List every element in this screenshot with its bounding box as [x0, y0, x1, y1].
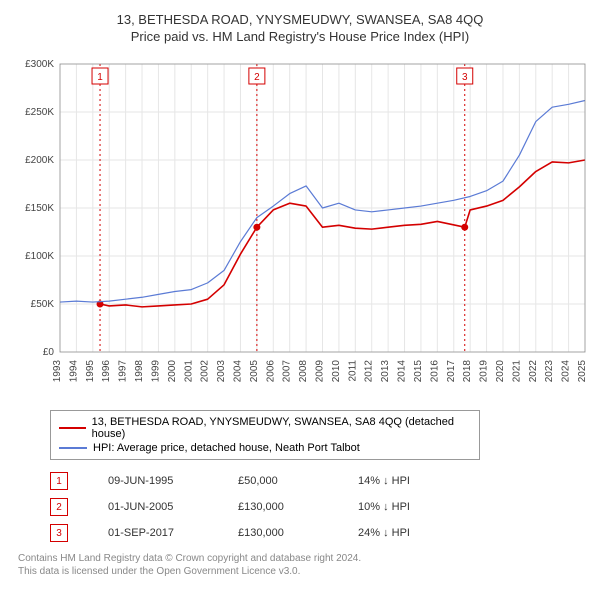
svg-text:1993: 1993: [52, 360, 63, 383]
svg-text:2005: 2005: [249, 360, 260, 383]
svg-text:1997: 1997: [118, 360, 129, 383]
legend-label: 13, BETHESDA ROAD, YNYSMEUDWY, SWANSEA, …: [92, 416, 471, 440]
svg-text:2002: 2002: [200, 360, 211, 383]
sale-markers-table: 1 09-JUN-1995 £50,000 14% ↓ HPI 2 01-JUN-2005…: [50, 468, 590, 546]
attribution-line: This data is licensed under the Open Gov…: [18, 565, 590, 578]
legend-item: 13, BETHESDA ROAD, YNYSMEUDWY, SWANSEA, …: [59, 415, 471, 441]
svg-text:£250K: £250K: [25, 107, 54, 118]
svg-text:1995: 1995: [85, 360, 96, 383]
svg-text:2012: 2012: [364, 360, 375, 383]
marker-price: £130,000: [238, 527, 318, 539]
svg-text:2020: 2020: [495, 360, 506, 383]
svg-text:2018: 2018: [462, 360, 473, 383]
svg-text:1: 1: [97, 72, 103, 83]
svg-text:1999: 1999: [150, 360, 161, 383]
svg-text:1996: 1996: [101, 360, 112, 383]
svg-text:£0: £0: [43, 347, 55, 358]
sale-marker-row: 3 01-SEP-2017 £130,000 24% ↓ HPI: [50, 520, 590, 546]
svg-text:2000: 2000: [167, 360, 178, 383]
svg-text:2023: 2023: [544, 360, 555, 383]
svg-text:2011: 2011: [347, 360, 358, 382]
page-title: 13, BETHESDA ROAD, YNYSMEUDWY, SWANSEA, …: [10, 12, 590, 27]
svg-text:3: 3: [462, 72, 468, 83]
sale-marker-row: 2 01-JUN-2005 £130,000 10% ↓ HPI: [50, 494, 590, 520]
sale-marker-row: 1 09-JUN-1995 £50,000 14% ↓ HPI: [50, 468, 590, 494]
svg-text:2014: 2014: [397, 360, 408, 383]
legend-item: HPI: Average price, detached house, Neat…: [59, 441, 471, 455]
svg-text:£100K: £100K: [25, 251, 54, 262]
marker-date: 01-SEP-2017: [108, 527, 198, 539]
svg-text:2: 2: [254, 72, 260, 83]
svg-text:£200K: £200K: [25, 155, 54, 166]
page-subtitle: Price paid vs. HM Land Registry's House …: [10, 29, 590, 44]
legend-swatch: [59, 447, 87, 449]
marker-badge: 1: [50, 472, 68, 490]
svg-text:2006: 2006: [265, 360, 276, 383]
marker-date: 01-JUN-2005: [108, 501, 198, 513]
marker-date: 09-JUN-1995: [108, 475, 198, 487]
svg-text:2007: 2007: [282, 360, 293, 383]
legend-label: HPI: Average price, detached house, Neat…: [93, 442, 360, 454]
marker-price: £130,000: [238, 501, 318, 513]
svg-text:2008: 2008: [298, 360, 309, 383]
svg-text:1994: 1994: [68, 360, 79, 383]
svg-text:2024: 2024: [561, 360, 572, 383]
svg-text:2003: 2003: [216, 360, 227, 383]
svg-text:2022: 2022: [528, 360, 539, 383]
svg-text:2009: 2009: [315, 360, 326, 383]
marker-price: £50,000: [238, 475, 318, 487]
svg-text:2021: 2021: [511, 360, 522, 383]
svg-text:2010: 2010: [331, 360, 342, 383]
marker-delta: 14% ↓ HPI: [358, 475, 448, 487]
svg-text:2001: 2001: [183, 360, 194, 383]
svg-text:2015: 2015: [413, 360, 424, 383]
svg-text:£50K: £50K: [31, 299, 55, 310]
svg-text:1998: 1998: [134, 360, 145, 383]
marker-delta: 24% ↓ HPI: [358, 527, 448, 539]
svg-text:2013: 2013: [380, 360, 391, 383]
svg-text:2025: 2025: [577, 360, 588, 383]
legend: 13, BETHESDA ROAD, YNYSMEUDWY, SWANSEA, …: [50, 410, 480, 460]
data-attribution: Contains HM Land Registry data © Crown c…: [18, 552, 590, 578]
marker-badge: 2: [50, 498, 68, 516]
svg-text:2017: 2017: [446, 360, 457, 383]
attribution-line: Contains HM Land Registry data © Crown c…: [18, 552, 590, 565]
price-chart: £0 £50K £100K £150K £200K £250K £300K 1993 1994 1…: [10, 50, 590, 400]
marker-delta: 10% ↓ HPI: [358, 501, 448, 513]
svg-text:£150K: £150K: [25, 203, 54, 214]
marker-badge: 3: [50, 524, 68, 542]
svg-text:2004: 2004: [232, 360, 243, 383]
svg-text:2016: 2016: [429, 360, 440, 383]
svg-text:£300K: £300K: [25, 59, 54, 70]
svg-text:2019: 2019: [479, 360, 490, 383]
legend-swatch: [59, 427, 86, 429]
